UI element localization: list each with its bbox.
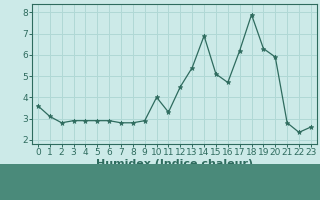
X-axis label: Humidex (Indice chaleur): Humidex (Indice chaleur) [96, 159, 253, 169]
